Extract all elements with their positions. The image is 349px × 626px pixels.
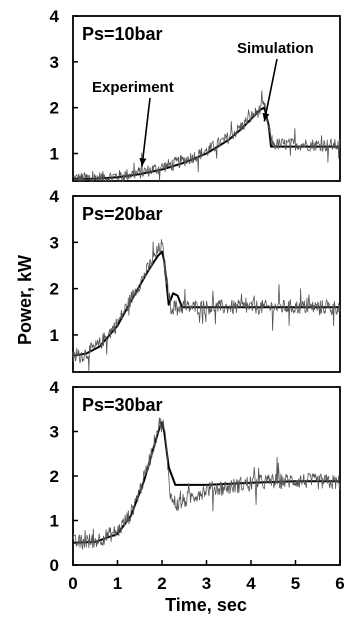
y-tick-label: 1 [50, 512, 59, 531]
annotation-label: Experiment [92, 79, 174, 96]
y-tick-label: 3 [50, 423, 59, 442]
panel-label: Ps=10bar [82, 24, 163, 44]
x-tick-label: 0 [68, 574, 77, 593]
panel-3: 0 1 2 3 4 0 1 2 3 4 5 6 Ps=30bar [50, 378, 345, 593]
y-tick-label: 2 [50, 467, 59, 486]
panel-2: 1 2 3 4 Ps=20bar [50, 187, 341, 373]
annotation-arrow [141, 97, 151, 167]
x-tick-label: 1 [113, 574, 122, 593]
series-line-simulation [72, 250, 340, 357]
panel-label: Ps=30bar [82, 395, 163, 415]
series-line-experiment [72, 90, 341, 183]
chart-panels: 1 2 3 4 Ps=10bar Experiment Simulation 1 2 3 4 Ps=2… [50, 7, 345, 593]
y-tick-label: 4 [50, 378, 60, 397]
panel-frame [72, 15, 341, 182]
series-line-experiment [72, 417, 341, 550]
y-tick-label: 4 [50, 187, 60, 206]
panel-label: Ps=20bar [82, 204, 163, 224]
annotation-arrowhead [139, 157, 147, 167]
y-tick-label: 2 [50, 280, 59, 299]
y-tick-label: 3 [50, 53, 59, 72]
annotation-arrowhead [262, 112, 270, 122]
y-tick-label: 4 [50, 7, 60, 26]
panel-frame [72, 195, 341, 373]
x-tick-label: 4 [246, 574, 256, 593]
y-tick-label: 2 [50, 99, 59, 118]
x-tick-label: 3 [202, 574, 211, 593]
annotation-arrow [263, 58, 278, 122]
series-line-simulation [73, 106, 340, 180]
y-tick-label: 3 [50, 233, 59, 252]
y-tick-label: 1 [50, 145, 59, 164]
y-tick-label: 0 [50, 556, 59, 575]
y-tick-label: 1 [50, 326, 59, 345]
y-axis-label: Power, kW [15, 255, 35, 345]
annotation-label: Simulation [237, 40, 314, 57]
x-tick-label: 2 [157, 574, 166, 593]
x-tick-label: 6 [335, 574, 344, 593]
x-tick-label: 5 [291, 574, 300, 593]
series-line-experiment [72, 239, 341, 373]
x-axis-label: Time, sec [165, 595, 247, 615]
panel-1: 1 2 3 4 Ps=10bar Experiment Simulation [50, 7, 341, 183]
